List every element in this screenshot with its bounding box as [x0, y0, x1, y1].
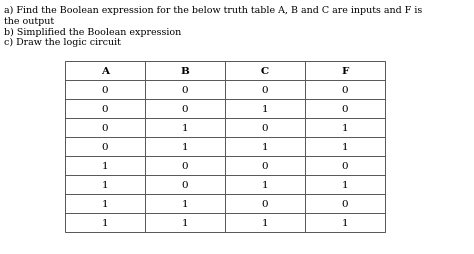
Text: 1: 1 — [342, 218, 348, 227]
Text: 0: 0 — [262, 86, 268, 95]
Text: 0: 0 — [102, 142, 109, 151]
Text: F: F — [341, 67, 349, 76]
Text: 1: 1 — [182, 142, 188, 151]
Bar — [65, 62, 385, 232]
Text: 1: 1 — [182, 199, 188, 208]
Text: B: B — [181, 67, 190, 76]
Text: 1: 1 — [342, 142, 348, 151]
Text: b) Simplified the Boolean expression: b) Simplified the Boolean expression — [4, 28, 181, 37]
Text: A: A — [101, 67, 109, 76]
Text: 1: 1 — [102, 180, 109, 189]
Text: 0: 0 — [182, 86, 188, 95]
Text: 0: 0 — [262, 199, 268, 208]
Text: 1: 1 — [342, 123, 348, 133]
Text: 0: 0 — [342, 199, 348, 208]
Text: 0: 0 — [262, 161, 268, 170]
Text: 0: 0 — [342, 86, 348, 95]
Text: 1: 1 — [262, 218, 268, 227]
Text: 1: 1 — [102, 218, 109, 227]
Text: 1: 1 — [102, 199, 109, 208]
Text: 0: 0 — [182, 105, 188, 114]
Text: 0: 0 — [102, 123, 109, 133]
Text: 0: 0 — [102, 105, 109, 114]
Text: the output: the output — [4, 17, 54, 26]
Text: 0: 0 — [182, 161, 188, 170]
Text: 1: 1 — [262, 142, 268, 151]
Text: 0: 0 — [102, 86, 109, 95]
Text: 1: 1 — [182, 123, 188, 133]
Text: 1: 1 — [182, 218, 188, 227]
Text: C: C — [261, 67, 269, 76]
Text: 1: 1 — [342, 180, 348, 189]
Text: 1: 1 — [262, 180, 268, 189]
Text: a) Find the Boolean expression for the below truth table A, B and C are inputs a: a) Find the Boolean expression for the b… — [4, 6, 422, 15]
Text: 0: 0 — [262, 123, 268, 133]
Text: 0: 0 — [342, 105, 348, 114]
Text: c) Draw the logic circuit: c) Draw the logic circuit — [4, 38, 121, 47]
Text: 0: 0 — [342, 161, 348, 170]
Text: 0: 0 — [182, 180, 188, 189]
Text: 1: 1 — [102, 161, 109, 170]
Text: 1: 1 — [262, 105, 268, 114]
